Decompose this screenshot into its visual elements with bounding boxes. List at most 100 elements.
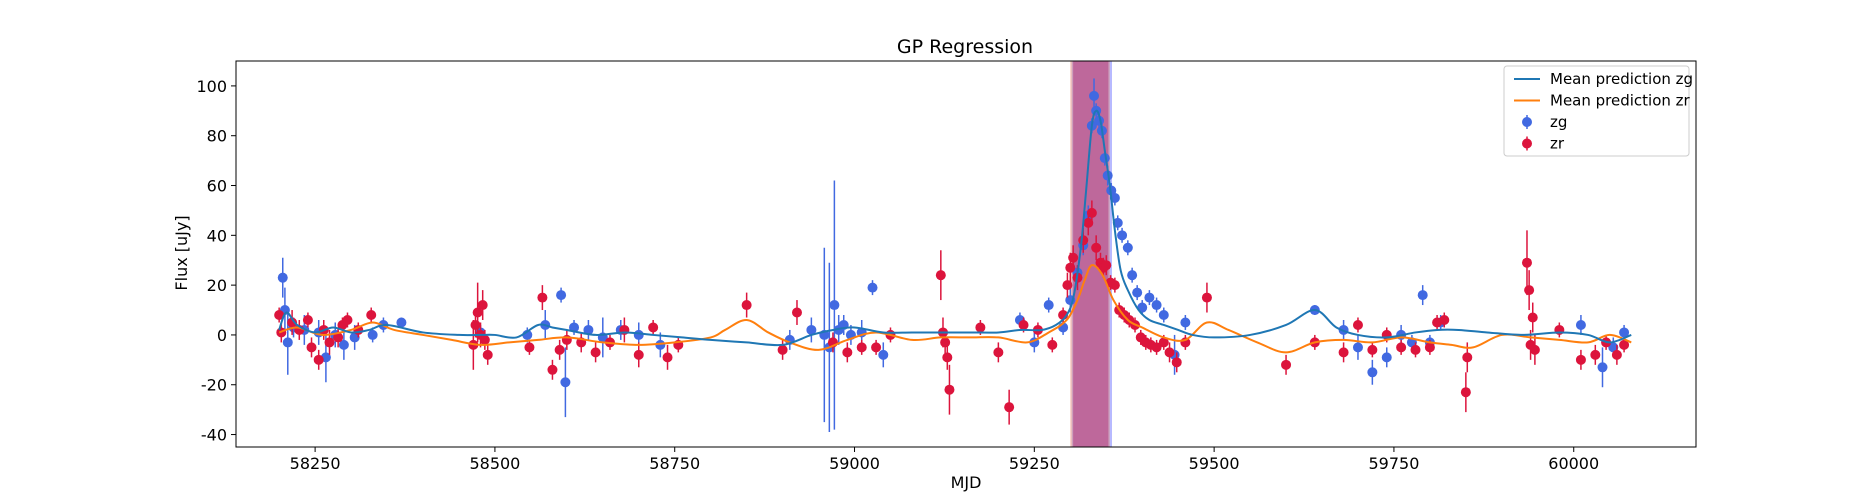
zr-data-point [1396,342,1407,353]
legend-marker-swatch [1522,138,1532,149]
zg-data-point [367,329,378,340]
zr-data-point [287,317,298,328]
x-tick-label: 59000 [829,454,880,473]
zg-data-point [1352,342,1363,353]
legend-box [1503,65,1690,157]
x-tick-label: 59250 [1009,454,1060,473]
legend-items: Mean prediction zg Mean prediction zr zg zr [1514,70,1693,153]
zr-data-point [842,347,853,358]
legend: Mean prediction zg Mean prediction zr zg zr [1503,65,1693,157]
legend-label: zr [1550,135,1565,153]
zg-data-point [1381,352,1392,363]
line-mean-prediction-zr [278,264,1632,354]
y-axis-label: Flux [uJy] [172,215,191,290]
zr-data-point [741,300,752,311]
zr-data-point [537,292,548,303]
series-zr [274,200,1630,425]
zr-data-point [1619,339,1630,350]
y-tick-label: 60 [207,177,227,196]
zg-data-point [1597,362,1608,373]
zr-data-point [479,334,490,345]
x-tick-label: 58250 [290,454,341,473]
x-tick-label: 60000 [1548,454,1599,473]
zg-data-point [556,290,567,301]
zg-data-point [1575,319,1586,330]
y-tick-label: 100 [196,77,227,96]
series-layer [274,78,1632,433]
zr-data-point [942,352,953,363]
zr-data-point [1068,252,1079,263]
zr-data-point [1410,344,1421,355]
zr-data-point [1004,402,1015,413]
zr-data-point [940,337,951,348]
zr-data-point [342,314,353,325]
zr-data-point [554,344,565,355]
y-tick-label: 0 [217,326,227,345]
zr-data-point [1151,342,1162,353]
zr-data-point [472,307,483,318]
zr-data-point [1101,260,1112,271]
zr-data-point [791,307,802,318]
zg-data-point [829,300,840,311]
zr-data-point [1590,349,1601,360]
zg-data-point [1117,230,1128,241]
zr-data-point [1529,344,1540,355]
zg-data-point [583,324,594,335]
zg-data-point [633,329,644,340]
plot-frame [235,60,1697,448]
zg-data-point [1099,153,1110,164]
zr-data-point [777,344,788,355]
zg-data-point [1089,90,1100,101]
x-axis-label: MJD [951,473,982,492]
y-tick-label: -20 [201,376,227,395]
zg-data-point [1417,290,1428,301]
zg-data-point [1158,310,1169,321]
zr-data-point [935,270,946,281]
zr-data-point [1352,319,1363,330]
x-tick-label: 59750 [1368,454,1419,473]
zg-data-point [1132,287,1143,298]
zr-data-point [993,347,1004,358]
x-tick-label: 58500 [469,454,520,473]
y-tick-label: 20 [207,276,227,295]
legend-label: Mean prediction zr [1550,92,1691,110]
zr-data-point [366,310,377,321]
zg-data-point [655,339,666,350]
zr-data-point [470,319,481,330]
zr-data-point [1367,344,1378,355]
chart-title: GP Regression [897,36,1033,58]
zr-data-point [1083,217,1094,228]
zr-data-point [274,310,285,321]
zr-data-point [662,352,673,363]
zr-data-point [590,347,601,358]
zr-data-point [975,322,986,333]
zg-data-point [349,332,360,343]
zg-data-point [1127,270,1138,281]
zr-data-point [1524,285,1535,296]
zr-data-point [1091,242,1102,253]
zg-data-point [1619,327,1630,338]
zr-data-point [1462,352,1473,363]
zr-data-point [633,349,644,360]
zg-data-point [277,272,288,283]
zr-data-point [1527,312,1538,323]
zr-data-point [1109,280,1120,291]
plot-area [274,78,1632,433]
legend-label: zg [1550,113,1567,131]
zg-data-point [867,282,878,293]
zr-data-point [1611,349,1622,360]
y-tick-label: 40 [207,226,227,245]
zr-data-point [1047,339,1058,350]
x-tick-label: 59500 [1189,454,1240,473]
zr-data-point [1158,337,1169,348]
zg-data-point [338,339,349,350]
zg-data-point [282,337,293,348]
zr-data-point [482,349,493,360]
zr-data-point [1078,235,1089,246]
zr-data-point [313,354,324,365]
y-tick-label: -40 [201,426,227,445]
zr-data-point [944,384,955,395]
zr-data-point [856,342,867,353]
zg-data-point [878,349,889,360]
zr-data-point [524,342,535,353]
